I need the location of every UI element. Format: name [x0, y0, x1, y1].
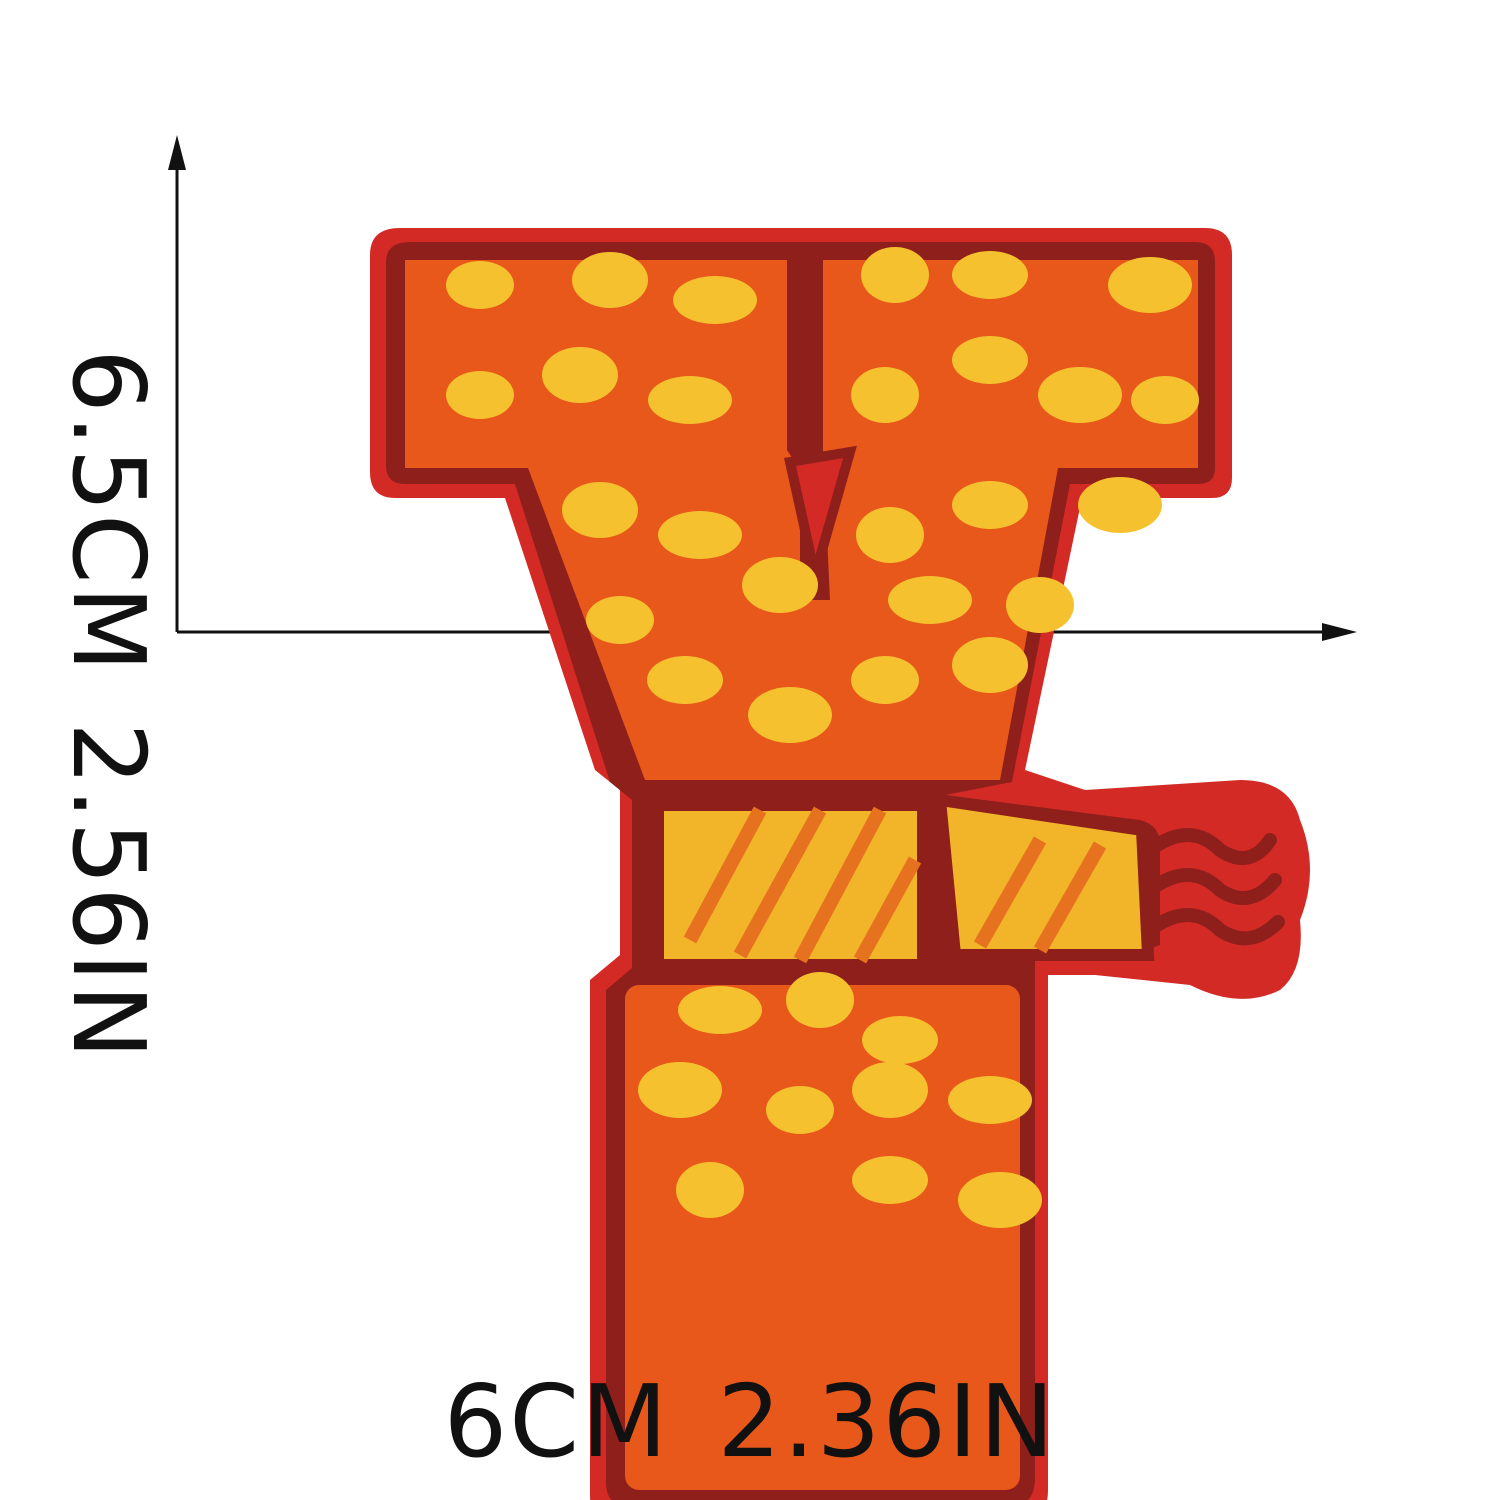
polka-dot — [1131, 376, 1199, 424]
polka-dot — [748, 687, 832, 743]
polka-dot — [742, 557, 818, 613]
polka-dot — [851, 656, 919, 704]
polka-dot — [888, 576, 972, 624]
polka-dots — [446, 247, 1199, 1228]
height-in-text: 2.56IN — [50, 722, 167, 1062]
scarf — [652, 792, 1285, 971]
letter-y-patch — [370, 228, 1310, 1500]
polka-dot — [766, 1086, 834, 1134]
polka-dot — [861, 247, 929, 303]
width-in-text: 2.36IN — [717, 1363, 1057, 1480]
polka-dot — [1078, 477, 1162, 533]
height-cm-text: 6.5CM — [50, 348, 167, 675]
polka-dot — [1108, 257, 1192, 313]
polka-dot — [676, 1162, 744, 1218]
height-dimension-label: 6.5CM 2.56IN — [50, 349, 167, 1061]
up-arrow-icon — [168, 135, 186, 170]
polka-dot — [952, 336, 1028, 384]
polka-dot — [852, 1156, 928, 1204]
polka-dot — [647, 656, 723, 704]
polka-dot — [673, 276, 757, 324]
polka-dot — [851, 367, 919, 423]
polka-dot — [952, 481, 1028, 529]
polka-dot — [658, 511, 742, 559]
polka-dot — [856, 507, 924, 563]
polka-dot — [952, 251, 1028, 299]
polka-dot — [852, 1062, 928, 1118]
width-dimension-label: 6CM 2.36IN — [444, 1372, 1057, 1472]
polka-dot — [678, 986, 762, 1034]
polka-dot — [542, 347, 618, 403]
polka-dot — [586, 596, 654, 644]
right-arrow-icon — [1322, 623, 1357, 641]
polka-dot — [862, 1016, 938, 1064]
polka-dot — [446, 371, 514, 419]
scarf-stripes — [683, 806, 1107, 964]
polka-dot — [572, 252, 648, 308]
width-cm-text: 6CM — [443, 1363, 670, 1480]
polka-dot — [638, 1062, 722, 1118]
polka-dot — [1006, 577, 1074, 633]
polka-dot — [952, 637, 1028, 693]
polka-dot — [958, 1172, 1042, 1228]
notch-triangle — [783, 445, 857, 577]
polka-dot — [562, 482, 638, 538]
polka-dot — [1038, 367, 1122, 423]
scarf-wrap — [652, 799, 929, 971]
base-block-fill — [625, 985, 1020, 1490]
polka-dot — [648, 376, 732, 424]
polka-dot — [786, 972, 854, 1028]
polka-dot — [446, 261, 514, 309]
scarf-fringe — [1143, 828, 1285, 946]
polka-dot — [948, 1076, 1032, 1124]
